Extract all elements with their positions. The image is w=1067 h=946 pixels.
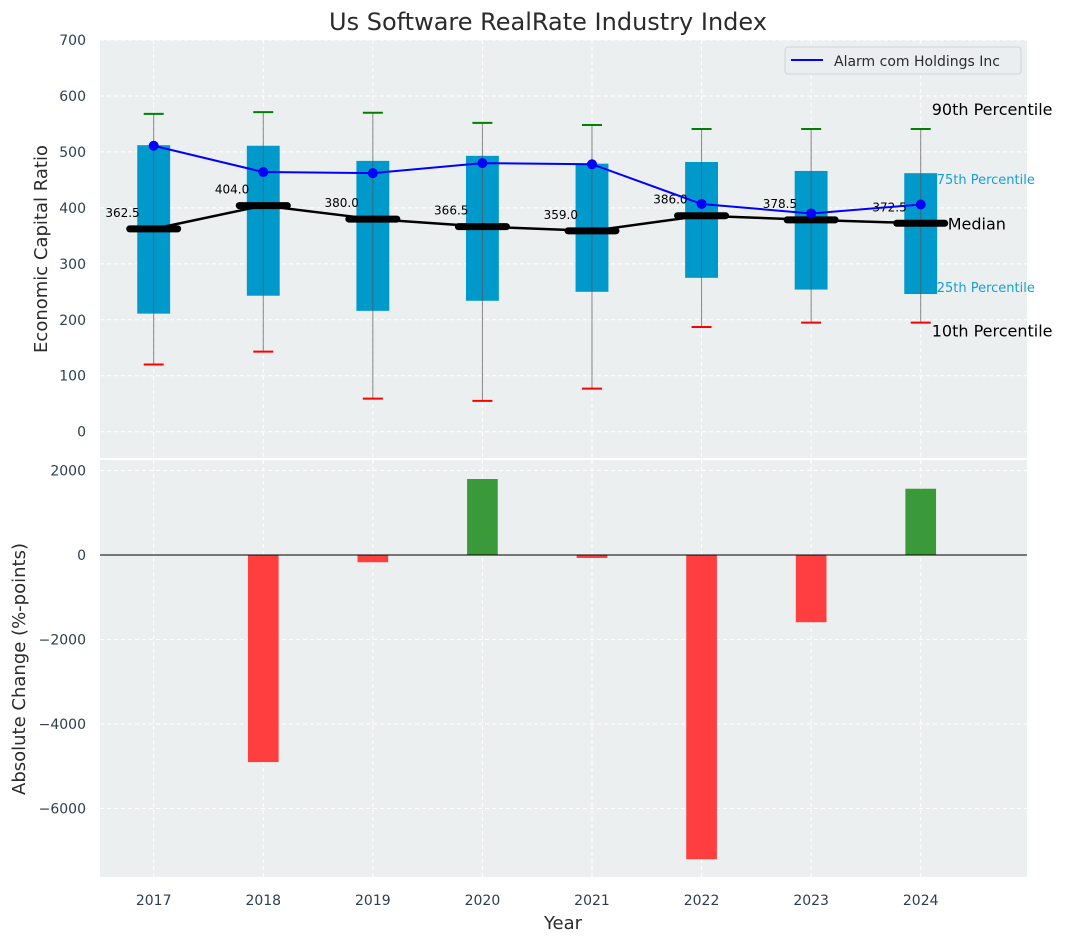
annotation-90th: 90th Percentile xyxy=(932,100,1053,119)
xtick-label-2021: 2021 xyxy=(574,893,610,909)
company-point-2017 xyxy=(148,140,159,151)
top-ytick-label: 400 xyxy=(59,201,86,217)
bottom-plot-area xyxy=(100,460,1027,877)
median-label-2022: 386.0 xyxy=(653,193,687,207)
median-label-2023: 378.5 xyxy=(763,197,797,211)
bottom-ytick-label: −4000 xyxy=(39,717,86,733)
change-bar-2020 xyxy=(467,479,498,556)
change-bar-2024 xyxy=(905,488,937,556)
company-point-2018 xyxy=(258,167,269,178)
median-label-2018: 404.0 xyxy=(215,183,249,197)
median-label-2017: 362.5 xyxy=(105,206,139,220)
bottom-ytick-label: 2000 xyxy=(50,464,86,480)
company-point-2019 xyxy=(367,168,378,179)
top-ytick-label: 500 xyxy=(59,145,86,161)
change-bar-2023 xyxy=(795,555,827,623)
x-axis-label: Year xyxy=(543,913,583,934)
median-label-2019: 380.0 xyxy=(324,196,358,210)
company-point-2021 xyxy=(586,159,597,170)
top-ytick-label: 100 xyxy=(59,369,86,385)
bottom-ytick-label: 0 xyxy=(77,548,86,564)
change-bar-2019 xyxy=(357,555,389,563)
top-ytick-label: 300 xyxy=(59,257,86,273)
company-point-2020 xyxy=(477,158,488,169)
company-point-2022 xyxy=(696,198,707,209)
legend-box xyxy=(784,46,1022,75)
top-plot-area xyxy=(100,40,1027,458)
xtick-label-2020: 2020 xyxy=(465,893,501,909)
annotation-25th: 25th Percentile xyxy=(937,281,1035,296)
xtick-label-2024: 2024 xyxy=(903,893,939,909)
median-label-2020: 366.5 xyxy=(434,204,468,218)
annotation-median: Median xyxy=(948,214,1006,233)
company-point-2024 xyxy=(915,199,926,210)
xtick-label-2022: 2022 xyxy=(684,893,720,909)
xtick-label-2023: 2023 xyxy=(793,893,829,909)
change-bar-2018 xyxy=(247,555,279,763)
xtick-label-2017: 2017 xyxy=(136,893,172,909)
annotation-10th: 10th Percentile xyxy=(932,322,1053,341)
top-ytick-label: 200 xyxy=(59,313,86,329)
top-ytick-label: 600 xyxy=(59,89,86,105)
median-label-2021: 359.0 xyxy=(544,208,578,222)
chart-title: Us Software RealRate Industry Index xyxy=(329,8,767,36)
change-bar-2021 xyxy=(576,555,608,559)
change-bar-2022 xyxy=(686,555,717,860)
bottom-ytick-label: −2000 xyxy=(39,633,86,649)
top-ytick-label: 700 xyxy=(59,33,86,49)
xtick-label-2018: 2018 xyxy=(245,893,281,909)
xtick-label-2019: 2019 xyxy=(355,893,391,909)
top-y-axis-label: Economic Capital Ratio xyxy=(31,145,52,353)
company-point-2023 xyxy=(806,208,817,219)
bottom-y-axis-label: Absolute Change (%-points) xyxy=(9,543,30,795)
bottom-ytick-label: −6000 xyxy=(39,802,86,818)
top-ytick-label: 0 xyxy=(77,425,86,441)
legend-label: Alarm com Holdings Inc xyxy=(834,54,1000,70)
company-line xyxy=(153,144,921,215)
annotation-75th: 75th Percentile xyxy=(937,173,1035,188)
